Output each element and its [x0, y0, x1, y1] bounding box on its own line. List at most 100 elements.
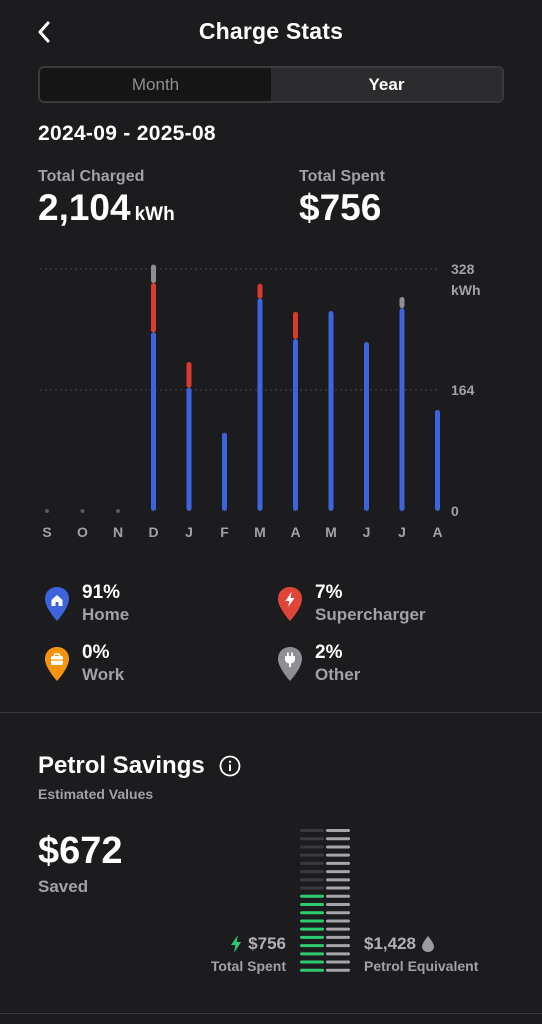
x-tick-label: D [148, 524, 158, 540]
bar-segment [186, 387, 192, 511]
bar-segment [399, 297, 405, 309]
x-tick-label: J [363, 524, 371, 540]
petrol-bar-row [326, 952, 350, 956]
total-charged-unit: kWh [134, 204, 175, 225]
chevron-left-icon [38, 21, 50, 43]
x-tick-label: M [254, 524, 266, 540]
petrol-bar-row [326, 861, 350, 865]
total-charged-label: Total Charged [38, 168, 145, 185]
bar-segment [151, 283, 156, 333]
charge-bar-chart: 328 164 0 kWh S O N D J F M A M J J A [40, 261, 481, 540]
petrol-bar-row [326, 960, 350, 964]
bar-segment [151, 264, 156, 284]
saved-value: $672 [38, 830, 123, 872]
spent-bar-row [300, 960, 324, 964]
x-tick-label: F [220, 524, 229, 540]
section-divider [0, 712, 542, 713]
petrol-savings-subtitle: Estimated Values [38, 786, 154, 802]
bar-segment [222, 432, 227, 511]
legend-other: 2% Other [277, 642, 360, 686]
total-spent-value: $756 [299, 187, 382, 228]
petrol-bar-row [326, 870, 350, 874]
spent-bar-row [300, 944, 324, 948]
petrol-bar-row [326, 927, 350, 931]
page-title: Charge Stats [198, 18, 344, 44]
petrol-bar-row [326, 894, 350, 898]
x-tick-label: J [185, 524, 193, 540]
lightning-icon [278, 587, 302, 621]
legend-work: 0% Work [44, 642, 124, 686]
y-unit-label: kWh [451, 282, 481, 298]
petrol-bar-row [326, 853, 350, 857]
legend-home: 91% Home [44, 582, 129, 626]
petrol-total-spent: $756 Total Spent [211, 934, 286, 974]
bar-empty-dot [45, 509, 49, 513]
back-button[interactable] [28, 14, 60, 50]
plug-icon [278, 647, 302, 681]
bar-segment [328, 311, 334, 511]
spent-bar-row [300, 911, 324, 915]
savings-comparison-graphic [300, 829, 350, 972]
spent-bar-row [300, 878, 324, 882]
spent-bar-row [300, 837, 324, 841]
spent-bar-row [300, 845, 324, 849]
bottom-divider [0, 1013, 542, 1014]
total-charged-value: 2,104 [38, 187, 131, 228]
legend-work-name: Work [82, 665, 125, 684]
spent-bar-row [300, 919, 324, 923]
x-tick-label: A [432, 524, 442, 540]
legend-supercharger: 7% Supercharger [277, 582, 426, 626]
fuel-drop-icon [422, 936, 434, 952]
petrol-bar-row [326, 911, 350, 915]
bar-empty-dot [80, 509, 85, 513]
petrol-bar-row [326, 829, 350, 832]
petrol-bar-row [326, 837, 350, 841]
tab-year[interactable]: Year [271, 68, 502, 101]
date-range: 2024-09 - 2025-08 [38, 122, 216, 145]
petrol-bar-row [326, 935, 350, 939]
bar-segment [364, 342, 369, 511]
x-tick-label: J [398, 524, 406, 540]
total-charged: Total Charged 2,104 kWh [38, 168, 175, 235]
x-tick-label: O [77, 524, 88, 540]
bar-empty-dot [116, 509, 120, 513]
spent-bar-row [300, 894, 324, 898]
legend-work-pct: 0% [82, 642, 110, 663]
spent-bar-row [300, 927, 324, 931]
y-tick-label: 0 [451, 503, 459, 519]
petrol-savings-title: Petrol Savings [38, 752, 205, 779]
petrol-total-spent-value: $756 [248, 934, 286, 953]
lightning-icon [231, 935, 242, 953]
total-spent-label: Total Spent [299, 168, 385, 185]
spent-bar-row [300, 861, 324, 865]
petrol-total-spent-label: Total Spent [210, 958, 286, 974]
period-segmented-control: Month Year [38, 66, 504, 103]
home-icon [45, 587, 69, 621]
bar-segment [293, 339, 298, 511]
petrol-equivalent: $1,428 Petrol Equivalent [364, 934, 478, 974]
petrol-bar-row [326, 919, 350, 923]
bar-segment [257, 283, 263, 299]
x-tick-label: M [325, 524, 337, 540]
spent-bar-row [300, 935, 324, 939]
bar-segment [257, 298, 263, 511]
tab-month[interactable]: Month [131, 74, 180, 94]
petrol-bar-row [326, 944, 350, 948]
info-icon[interactable] [219, 755, 241, 777]
x-tick-label: S [42, 524, 51, 540]
spent-bar-row [300, 968, 324, 972]
legend-supercharger-pct: 7% [315, 582, 343, 603]
bar-segment [186, 361, 192, 388]
spent-bar-row [300, 952, 324, 956]
legend-other-pct: 2% [315, 642, 343, 663]
bar-segment [293, 311, 298, 340]
x-tick-label: N [113, 524, 123, 540]
petrol-bar-row [326, 845, 350, 849]
petrol-equivalent-value: $1,428 [364, 934, 416, 953]
bar-segment [435, 409, 440, 511]
charging-location-legend: 91% Home 7% Supercharger 0% Work [0, 578, 542, 688]
spent-bar-row [300, 853, 324, 857]
saved-label: Saved [38, 877, 89, 896]
total-charged-value-row: 2,104 kWh [38, 188, 175, 235]
legend-home-name: Home [82, 605, 130, 624]
